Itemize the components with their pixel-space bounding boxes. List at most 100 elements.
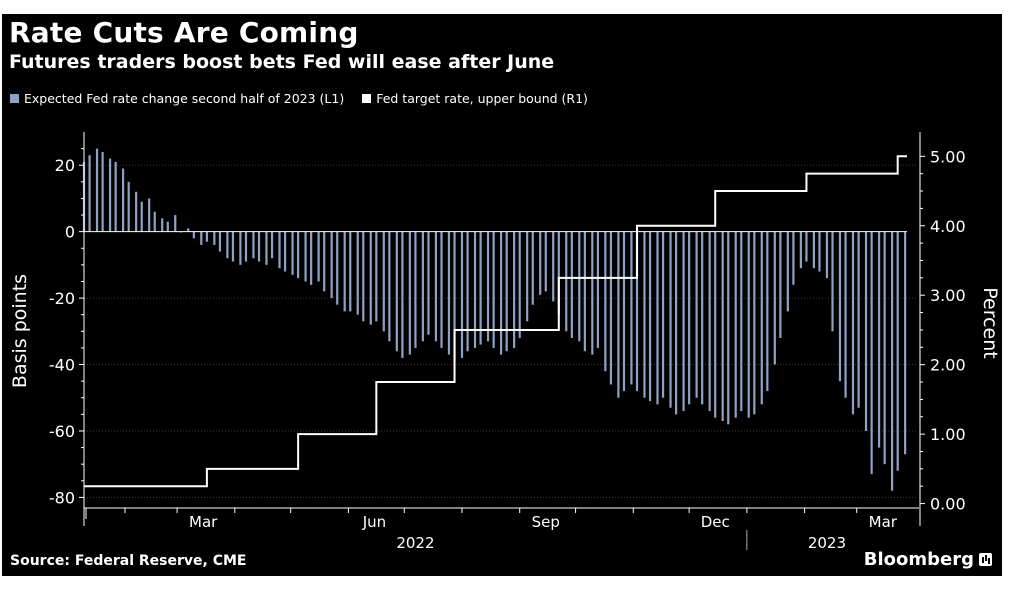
bar — [135, 191, 138, 232]
bar — [864, 231, 868, 431]
legend: Expected Fed rate change second half of … — [10, 91, 602, 106]
source-note: Source: Federal Reserve, CME — [10, 553, 247, 569]
bar — [552, 231, 555, 302]
bar — [891, 231, 894, 491]
bar — [343, 231, 346, 312]
bar — [499, 231, 503, 355]
bar — [153, 211, 156, 232]
bar — [896, 231, 899, 471]
bar — [591, 231, 594, 355]
bar — [818, 231, 821, 272]
bar — [518, 231, 521, 338]
bar — [231, 231, 235, 262]
legend-item-line: Fed target rate, upper bound (R1) — [362, 91, 588, 106]
bar — [604, 231, 607, 372]
right-tick-label: 2.00 — [930, 356, 966, 375]
x-tick-label: Sep — [532, 513, 560, 531]
left-axis-title: Basis points — [9, 274, 31, 388]
bar — [427, 231, 430, 335]
left-tick-label: -80 — [49, 488, 75, 507]
bar — [492, 231, 495, 348]
bar — [643, 231, 646, 398]
bar — [434, 231, 438, 342]
bar — [244, 231, 248, 262]
bar — [583, 231, 586, 352]
legend-swatch-bars — [10, 94, 19, 103]
bar — [883, 231, 886, 465]
bar — [505, 231, 508, 352]
bar — [95, 148, 99, 232]
bar — [291, 231, 294, 275]
bar — [375, 231, 378, 322]
year-label: 2023 — [808, 534, 846, 552]
right-tick-label: 3.00 — [930, 286, 966, 305]
bar — [369, 231, 372, 325]
bar — [630, 231, 633, 385]
bar — [192, 231, 195, 239]
bar — [122, 168, 125, 232]
bar — [304, 231, 307, 282]
bar — [114, 161, 117, 232]
bar — [799, 231, 802, 269]
bar — [617, 231, 620, 398]
brand-logo: Bloomberg — [864, 549, 992, 570]
bar — [88, 155, 91, 232]
bar — [108, 158, 112, 232]
right-axis-title: Percent — [979, 287, 1001, 359]
bar — [753, 231, 756, 415]
right-tick-label: 1.00 — [930, 425, 966, 444]
bar — [877, 231, 881, 448]
bar — [851, 231, 855, 415]
bar — [609, 231, 613, 385]
x-tick-label: Mar — [189, 513, 218, 531]
bar — [622, 231, 626, 392]
bar — [721, 231, 724, 421]
bar — [166, 221, 169, 232]
bar — [388, 231, 391, 342]
bar — [395, 231, 398, 352]
bar — [401, 231, 404, 358]
bar — [805, 231, 808, 262]
legend-label-line: Fed target rate, upper bound (R1) — [376, 91, 588, 106]
bar — [218, 231, 222, 252]
bar — [317, 231, 320, 282]
bar — [870, 231, 873, 475]
left-tick-label: -20 — [49, 289, 75, 308]
bar — [669, 231, 672, 408]
grid-layer — [84, 164, 917, 498]
bar — [656, 231, 659, 405]
bar — [466, 231, 469, 352]
chart-subtitle: Futures traders boost bets Fed will ease… — [9, 51, 555, 73]
legend-swatch-line — [362, 94, 372, 103]
bar — [701, 231, 704, 405]
bar — [675, 231, 678, 415]
bar — [825, 231, 829, 279]
bar — [297, 231, 300, 279]
brand-name: Bloomberg — [863, 549, 974, 570]
bar — [101, 151, 104, 232]
bar — [278, 231, 281, 269]
right-tick-label: 5.00 — [930, 147, 966, 166]
bar — [460, 231, 464, 358]
bar — [252, 231, 255, 259]
bar — [531, 231, 534, 305]
bar — [844, 231, 847, 398]
bar — [226, 231, 229, 259]
bar — [174, 215, 177, 232]
bar — [779, 231, 782, 338]
bar — [336, 231, 339, 305]
bar — [539, 231, 542, 295]
bar — [349, 231, 352, 312]
bar — [661, 231, 665, 398]
bar — [283, 231, 287, 272]
bar — [812, 231, 816, 269]
left-tick-label: 20 — [55, 156, 75, 175]
bar — [734, 231, 737, 418]
bar — [857, 231, 860, 408]
bar — [200, 231, 203, 245]
bar — [187, 228, 190, 232]
chart-title: Rate Cuts Are Coming — [9, 16, 359, 49]
bar — [421, 231, 424, 342]
legend-item-bars: Expected Fed rate change second half of … — [10, 91, 344, 106]
bar — [708, 231, 711, 412]
